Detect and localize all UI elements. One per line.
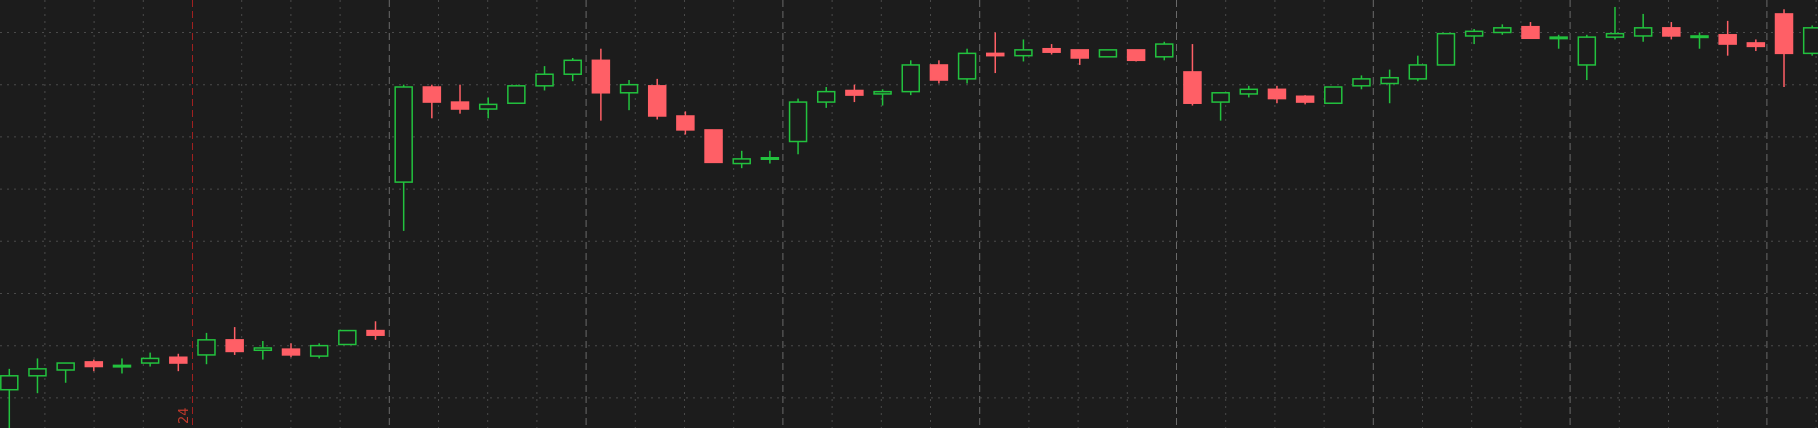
candle-body <box>676 115 695 131</box>
candle-body <box>253 347 273 352</box>
candle-body <box>901 64 920 93</box>
candle-body <box>1070 49 1090 59</box>
candle-body <box>112 364 132 368</box>
candle-body <box>507 85 526 104</box>
candle-body <box>647 85 667 117</box>
candle-body <box>1211 92 1230 103</box>
candle-body <box>957 52 977 80</box>
candle-body <box>1183 71 1202 104</box>
candle-body <box>422 86 442 103</box>
candle-body <box>169 356 188 364</box>
candle-body <box>1577 36 1597 66</box>
candle-body <box>1098 49 1118 58</box>
candle-body <box>56 362 75 371</box>
candle-body <box>140 357 160 364</box>
candles <box>0 6 1818 428</box>
candle-body <box>478 103 498 110</box>
candle-body <box>704 129 723 164</box>
candle-body <box>873 90 892 95</box>
candle-body <box>1295 95 1315 103</box>
candle-body <box>845 89 864 96</box>
candle-body <box>1633 27 1653 37</box>
candle-body <box>1746 42 1766 48</box>
candle-body <box>0 375 19 391</box>
candle-body <box>84 361 104 368</box>
candle-body <box>1493 27 1512 34</box>
candle-body <box>1126 49 1146 62</box>
candle-body <box>1267 88 1287 100</box>
candle-body <box>197 339 216 356</box>
candle-body <box>1774 13 1794 55</box>
candle-body <box>563 59 582 75</box>
candle-body <box>732 158 751 165</box>
candle-body <box>225 339 244 353</box>
candle-body <box>619 83 639 94</box>
candle-body <box>1014 49 1033 57</box>
candle-body <box>28 368 47 377</box>
candle-body <box>1239 88 1259 95</box>
candle-body <box>1155 43 1174 58</box>
candle-body <box>760 156 780 160</box>
candle-body <box>788 101 808 143</box>
candle-body <box>1802 27 1818 55</box>
candle-body <box>1464 30 1484 37</box>
candle-body <box>450 101 470 110</box>
candle-body <box>1690 35 1709 39</box>
candle-body <box>1662 27 1681 37</box>
candle-body <box>1605 32 1625 38</box>
candle-body <box>535 73 554 87</box>
candle-body <box>1521 25 1540 40</box>
candle-body <box>816 90 836 103</box>
candle-body <box>366 329 385 336</box>
candle-body <box>1352 78 1371 87</box>
date-label: 24 <box>177 407 192 424</box>
candle-body <box>986 52 1005 57</box>
candle-body <box>591 59 611 94</box>
candle-body <box>1324 86 1343 104</box>
candle-body <box>1042 47 1061 53</box>
candle-body <box>1380 76 1399 85</box>
candle-body <box>281 348 301 356</box>
candle-body <box>309 344 329 357</box>
candle-body <box>929 64 949 81</box>
candle-body <box>338 329 357 346</box>
candle-body <box>1436 32 1456 66</box>
candle-body <box>1549 36 1568 40</box>
candle-body <box>1718 34 1737 45</box>
candle-body <box>394 86 413 183</box>
candle-body <box>1408 64 1428 80</box>
